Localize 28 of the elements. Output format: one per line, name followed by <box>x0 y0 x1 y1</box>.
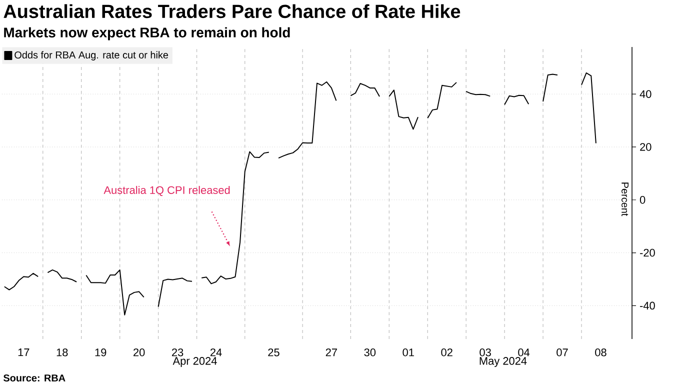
chart-subtitle: Markets now expect RBA to remain on hold <box>4 27 290 40</box>
x-tick-label: 17 <box>18 348 30 356</box>
legend-label: Odds for RBA Aug. rate cut or hike <box>14 51 168 60</box>
y-tick-label: -20 <box>640 248 655 257</box>
x-tick-label: 18 <box>56 348 68 356</box>
chart-title: Australian Rates Traders Pare Chance of Rate Hike <box>4 4 460 18</box>
x-tick-label: 23 <box>172 348 184 356</box>
text: Apr 2024 <box>172 357 217 367</box>
text: May 2024 <box>480 357 527 367</box>
annotation: Australia 1Q CPI released <box>104 186 230 196</box>
x-tick-label: 19 <box>95 348 106 356</box>
x-tick-label: 24 <box>210 348 222 356</box>
x-tick-label: 07 <box>556 348 568 356</box>
y-tick-label: 20 <box>640 143 652 151</box>
x-tick-label: 25 <box>268 348 280 356</box>
x-tick-label: 27 <box>326 348 337 356</box>
source-note: Source: RBA <box>3 374 66 382</box>
x-tick-label: 08 <box>595 348 606 356</box>
x-tick-label: 04 <box>518 348 530 356</box>
x-tick-label: 01 <box>402 348 414 356</box>
y-axis-title: Percent <box>622 182 628 216</box>
y-tick-label: 40 <box>640 90 652 98</box>
x-tick-label: 30 <box>364 348 376 356</box>
x-tick-label: 02 <box>441 348 452 356</box>
x-tick-label: 20 <box>134 348 145 356</box>
y-tick-label: -40 <box>640 302 655 310</box>
x-tick-label: 03 <box>480 348 491 356</box>
y-tick-label: 0 <box>640 196 646 204</box>
